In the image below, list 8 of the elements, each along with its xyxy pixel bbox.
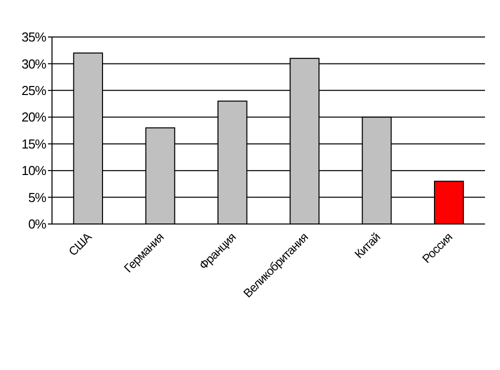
y-tick-label: 20% [21, 110, 47, 125]
y-tick-label: 30% [21, 56, 47, 72]
y-tick-label: 25% [21, 82, 47, 98]
y-tick-label: 15% [21, 136, 47, 152]
y-tick-label: 10% [21, 163, 47, 178]
y-tick-label: 5% [28, 190, 47, 205]
y-tick-label: 0% [28, 216, 47, 232]
y-tick-label: 35% [21, 30, 47, 45]
